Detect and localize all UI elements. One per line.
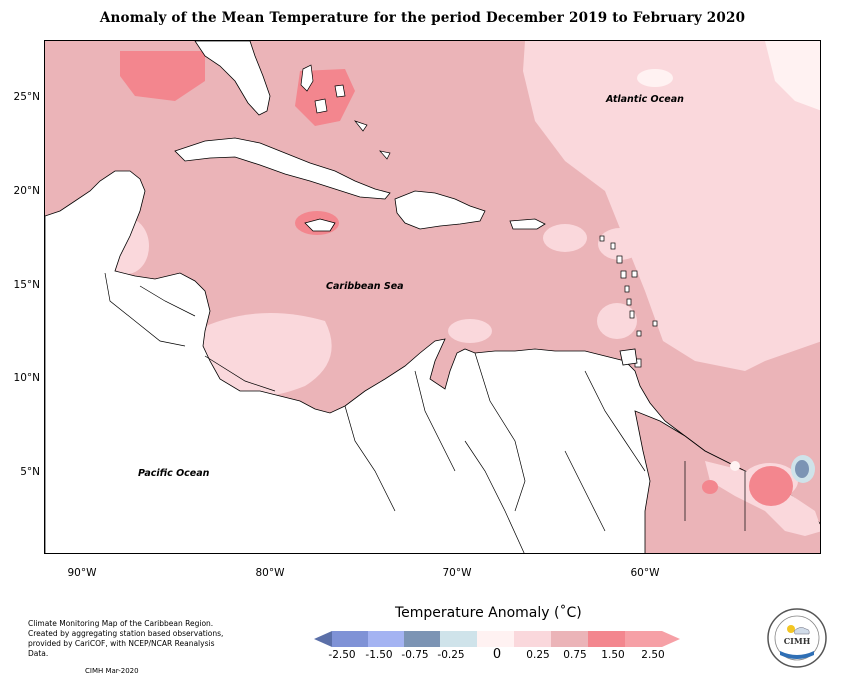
legend-swatch-8 xyxy=(588,631,625,647)
pacific-ocean-label: Pacific Ocean xyxy=(138,468,210,479)
lat-label-5n: 5°N xyxy=(20,466,40,478)
legend-tick-2: -0.75 xyxy=(401,649,429,661)
caribbean-sea-label: Caribbean Sea xyxy=(326,281,404,292)
legend-tick-5: 0.25 xyxy=(526,649,550,661)
legend-tick-8: 2.50 xyxy=(641,649,665,661)
legend-colorbar xyxy=(314,631,680,647)
footnote-text: Climate Monitoring Map of the Caribbean … xyxy=(28,619,224,658)
legend-title: Temperature Anomaly (˚C) xyxy=(395,605,582,621)
cimh-logo: CIMH xyxy=(767,608,827,668)
legend-swatch-7 xyxy=(551,631,588,647)
legend-swatch-5 xyxy=(477,631,514,647)
logo-name: CIMH xyxy=(784,636,811,646)
lat-label-25n: 25°N xyxy=(13,91,40,103)
legend-tick-6: 0.75 xyxy=(563,649,587,661)
legend-swatch-2 xyxy=(368,631,404,647)
legend-swatch-1 xyxy=(332,631,368,647)
legend-tick-4: 0 xyxy=(492,647,502,662)
legend-swatch-9 xyxy=(625,631,680,647)
map-title: Anomaly of the Mean Temperature for the … xyxy=(99,10,746,26)
lat-label-15n: 15°N xyxy=(13,279,40,291)
legend-tick-1: -1.50 xyxy=(365,649,393,661)
lat-label-20n: 20°N xyxy=(13,185,40,197)
lon-label-70w: 70°W xyxy=(442,567,472,579)
legend-tick-0: -2.50 xyxy=(328,649,356,661)
legend-swatch-6 xyxy=(514,631,551,647)
temperature-anomaly-map xyxy=(44,40,821,554)
legend-swatch-0 xyxy=(314,631,332,647)
legend-swatch-3 xyxy=(404,631,440,647)
lon-label-90w: 90°W xyxy=(67,567,97,579)
legend-swatch-4 xyxy=(440,631,477,647)
lat-label-10n: 10°N xyxy=(13,372,40,384)
lon-label-80w: 80°W xyxy=(255,567,285,579)
atlantic-ocean-label: Atlantic Ocean xyxy=(606,94,684,105)
legend-tick-3: -0.25 xyxy=(437,649,465,661)
legend-tick-7: 1.50 xyxy=(601,649,625,661)
lon-label-60w: 60°W xyxy=(630,567,660,579)
footnote-date: CIMH Mar-2020 xyxy=(85,667,139,675)
